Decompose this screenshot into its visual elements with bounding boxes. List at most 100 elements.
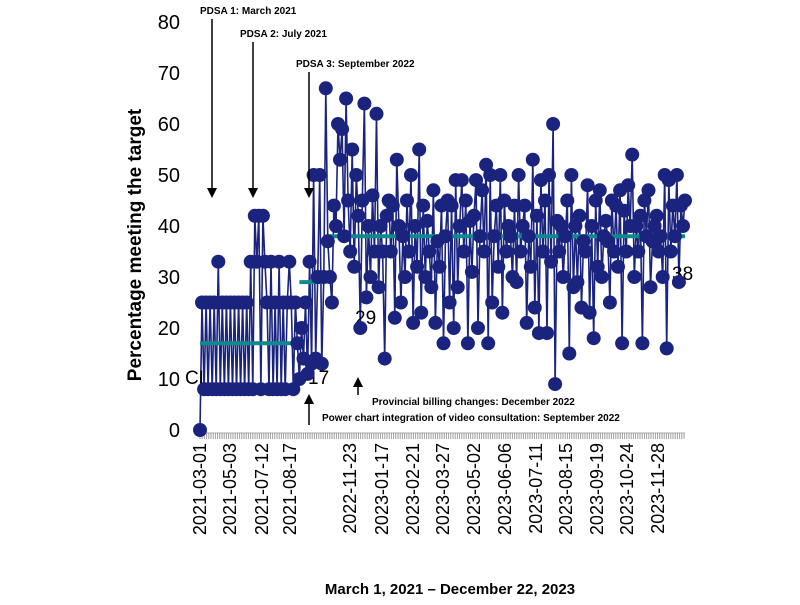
annotation-top-label: PDSA 1: March 2021 [200, 6, 297, 17]
data-point [385, 198, 400, 213]
data-point [406, 315, 421, 330]
data-point [676, 219, 690, 233]
data-point [320, 234, 335, 249]
data-point [460, 336, 475, 351]
data-point [473, 229, 487, 244]
data-point [393, 295, 408, 310]
x-tick-label: 2023-08-15 [556, 443, 576, 535]
data-point [282, 254, 297, 269]
x-tick-label: 2023-09-19 [587, 443, 607, 535]
data-point [286, 382, 301, 397]
data-point [426, 183, 441, 198]
x-axis-label: March 1, 2021 – December 22, 2023 [325, 581, 575, 598]
data-point [398, 270, 412, 284]
data-point [509, 275, 524, 290]
data-point [369, 106, 384, 121]
annotation-bottom-label: Provincial billing changes: December 202… [372, 397, 575, 408]
data-point [485, 295, 500, 310]
x-tick-label: 2023-03-27 [433, 443, 453, 535]
data-point [444, 198, 459, 213]
x-tick-label: 2022-11-23 [340, 443, 360, 534]
data-point [418, 270, 433, 284]
data-point [525, 152, 540, 167]
data-point [387, 310, 402, 325]
data-point [517, 198, 532, 213]
data-point [546, 117, 561, 131]
data-point [483, 168, 498, 182]
x-tick-label: 2023-07-11 [526, 443, 546, 534]
data-point [294, 321, 309, 335]
data-point [383, 244, 398, 259]
data-point [552, 244, 567, 259]
data-point [548, 377, 563, 392]
data-point [469, 173, 483, 188]
data-point [211, 254, 226, 269]
data-point [339, 91, 354, 106]
data-point [349, 168, 364, 182]
data-point [412, 142, 427, 157]
data-point [631, 244, 646, 259]
data-point [345, 142, 360, 157]
data-point [365, 188, 380, 203]
x-tick-label: 2023-01-17 [372, 443, 392, 535]
data-point [193, 423, 207, 437]
data-point [653, 229, 668, 244]
y-tick-label: 0 [169, 420, 180, 442]
data-point [371, 280, 386, 295]
data-point [422, 244, 437, 259]
data-point [635, 336, 650, 351]
data-point [558, 229, 573, 244]
data-point [471, 321, 485, 335]
annotation-arrow-head [304, 394, 314, 404]
data-point [594, 270, 609, 284]
annotation-top-label: PDSA 3: September 2022 [296, 59, 415, 70]
data-point [580, 178, 595, 193]
data-point [373, 219, 388, 233]
annotation-arrow-head [207, 188, 217, 198]
data-point [570, 275, 585, 290]
data-point [442, 295, 457, 310]
data-point [600, 234, 615, 249]
data-point [617, 203, 632, 218]
data-point [337, 229, 352, 244]
data-point [607, 244, 621, 259]
data-point [578, 244, 593, 259]
data-point [560, 193, 575, 208]
data-point [667, 229, 682, 244]
data-point [659, 341, 674, 356]
data-point [428, 315, 443, 330]
data-point [404, 168, 418, 182]
data-point [314, 356, 329, 371]
data-point [400, 193, 414, 208]
data-point [625, 147, 640, 162]
data-point [424, 280, 439, 295]
data-point [507, 198, 522, 213]
data-point [351, 208, 366, 223]
data-point [582, 305, 597, 320]
data-point [671, 275, 686, 290]
data-point [491, 259, 506, 274]
data-point [535, 244, 550, 259]
data-point [467, 208, 481, 223]
data-point [669, 168, 684, 182]
x-tick-label: 2023-10-24 [617, 443, 637, 535]
annotation-top-label: PDSA 2: July 2021 [240, 29, 327, 40]
data-point [586, 331, 601, 346]
data-point [357, 96, 372, 111]
x-axis-hatch [199, 432, 685, 439]
data-point [621, 178, 636, 193]
data-point [663, 244, 678, 259]
x-tick-label: 2021-05-03 [220, 443, 240, 535]
data-point [611, 259, 625, 274]
data-point [556, 270, 571, 284]
data-point [643, 280, 658, 295]
data-point [655, 270, 670, 284]
annotation-arrow-head [248, 188, 258, 198]
data-point [335, 122, 350, 137]
data-point [564, 168, 579, 182]
data-point [649, 208, 664, 223]
data-point [464, 264, 479, 279]
data-point [513, 244, 528, 259]
data-point [542, 168, 556, 182]
data-point [347, 259, 362, 274]
